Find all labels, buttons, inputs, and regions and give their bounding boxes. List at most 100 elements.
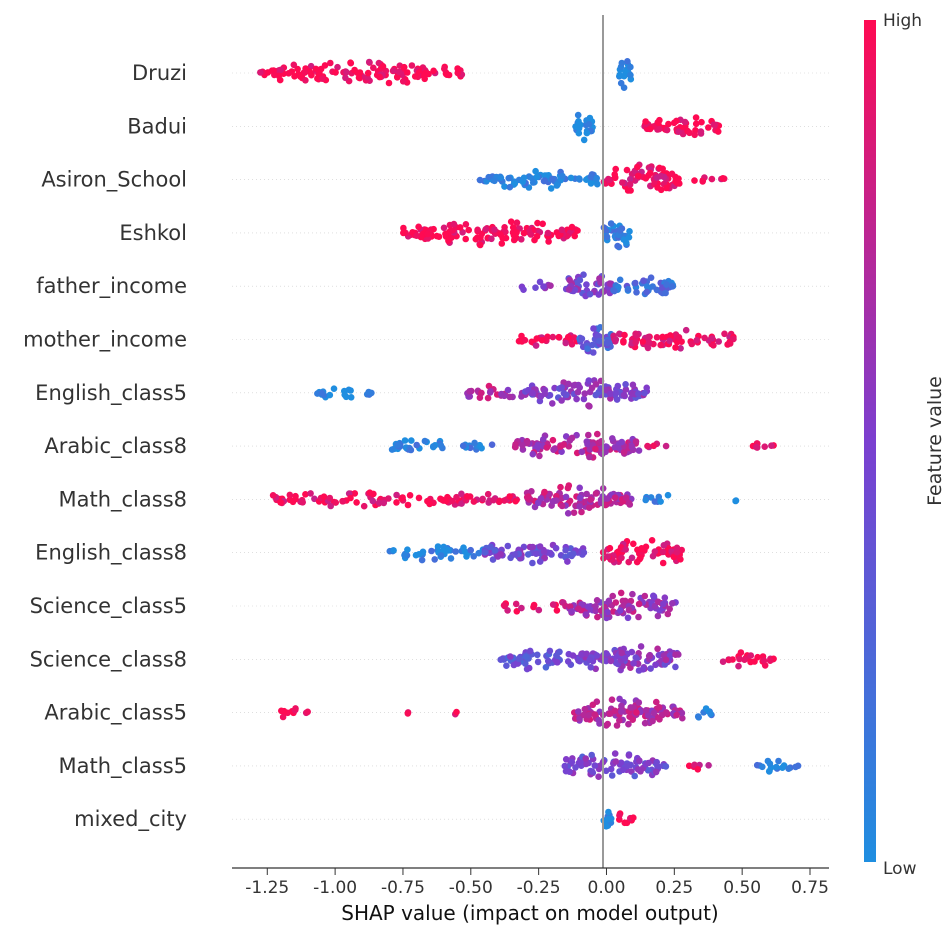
shap-point (512, 497, 519, 505)
shap-point (552, 544, 560, 552)
shap-point (511, 180, 519, 187)
shap-point (633, 332, 641, 339)
shap-point (500, 602, 508, 609)
shap-point (526, 647, 534, 655)
shap-point (547, 549, 554, 557)
shap-point (666, 652, 674, 659)
shap-point (532, 284, 539, 292)
shap-point (406, 492, 414, 499)
shap-point (623, 166, 631, 174)
shap-point (602, 767, 610, 775)
shap-point (627, 63, 634, 71)
shap-point (497, 551, 505, 558)
shap-point (534, 658, 542, 666)
shap-point (644, 344, 652, 352)
shap-point (586, 504, 593, 512)
shap-point (611, 707, 619, 715)
shap-point (509, 224, 517, 231)
shap-point (595, 337, 603, 345)
feature-label: mixed_city (74, 807, 187, 832)
shap-point (662, 442, 670, 450)
shap-point (588, 768, 596, 775)
shap-point (631, 772, 638, 780)
shap-point (751, 658, 758, 665)
shap-point (616, 330, 623, 338)
shap-point (583, 129, 591, 137)
shap-point (505, 174, 512, 182)
shap-point (635, 600, 643, 608)
shap-point (634, 766, 642, 773)
shap-point (614, 242, 621, 250)
shap-point (560, 390, 568, 397)
shap-point (621, 331, 628, 339)
shap-point (424, 230, 432, 238)
shap-point (404, 69, 411, 76)
shap-point (553, 607, 561, 614)
shap-point (719, 658, 727, 665)
shap-point (523, 493, 531, 501)
shap-point (277, 66, 285, 74)
feature-label: Druzi (132, 61, 187, 85)
shap-point (574, 388, 582, 396)
shap-point (645, 759, 652, 767)
shap-point (327, 59, 334, 67)
shap-point (326, 494, 334, 502)
shap-point (592, 445, 599, 453)
shap-point (370, 64, 377, 72)
shap-point (608, 772, 616, 779)
shap-point (332, 69, 339, 76)
shap-point (641, 389, 648, 397)
shap-point (611, 750, 619, 757)
shap-point (710, 342, 717, 349)
shap-point (585, 377, 593, 384)
shap-point (628, 443, 636, 451)
shap-point (393, 499, 400, 506)
shap-point (586, 290, 594, 298)
shap-point (536, 543, 544, 550)
shap-point (580, 549, 588, 556)
shap-point (415, 223, 422, 231)
shap-point (641, 592, 649, 600)
shap-point (673, 117, 680, 125)
shap-point (622, 386, 630, 393)
shap-point (607, 815, 615, 822)
shap-point (544, 657, 552, 665)
shap-point (644, 767, 652, 774)
shap-point (677, 345, 684, 352)
shap-point (449, 227, 457, 234)
shap-point (426, 500, 433, 508)
x-tick-label: -0.50 (449, 878, 493, 898)
shap-point (351, 66, 358, 74)
shap-point (418, 556, 426, 564)
shap-point (549, 333, 557, 341)
shap-point (609, 435, 616, 442)
shap-point (531, 236, 538, 244)
shap-point (546, 647, 554, 655)
shap-point (735, 662, 742, 670)
shap-point (603, 233, 611, 241)
shap-point (654, 612, 662, 620)
shap-point (640, 277, 647, 285)
shap-point (648, 537, 656, 544)
shap-point (400, 224, 407, 232)
shap-point (595, 773, 602, 780)
shap-point (380, 499, 388, 507)
shap-point (511, 443, 519, 451)
shap-point (479, 495, 487, 503)
shap-point (537, 495, 545, 502)
shap-point (753, 761, 761, 769)
shap-point (575, 129, 583, 137)
shap-point (719, 175, 727, 182)
shap-point (585, 402, 592, 410)
shap-point (622, 381, 629, 388)
shap-point (736, 655, 743, 663)
shap-point (551, 384, 558, 392)
shap-point (532, 550, 540, 557)
shap-point (442, 230, 449, 238)
shap-point (343, 68, 350, 76)
shap-point (413, 441, 421, 449)
shap-point (415, 494, 423, 502)
shap-point (453, 708, 460, 716)
shap-point (585, 121, 593, 128)
